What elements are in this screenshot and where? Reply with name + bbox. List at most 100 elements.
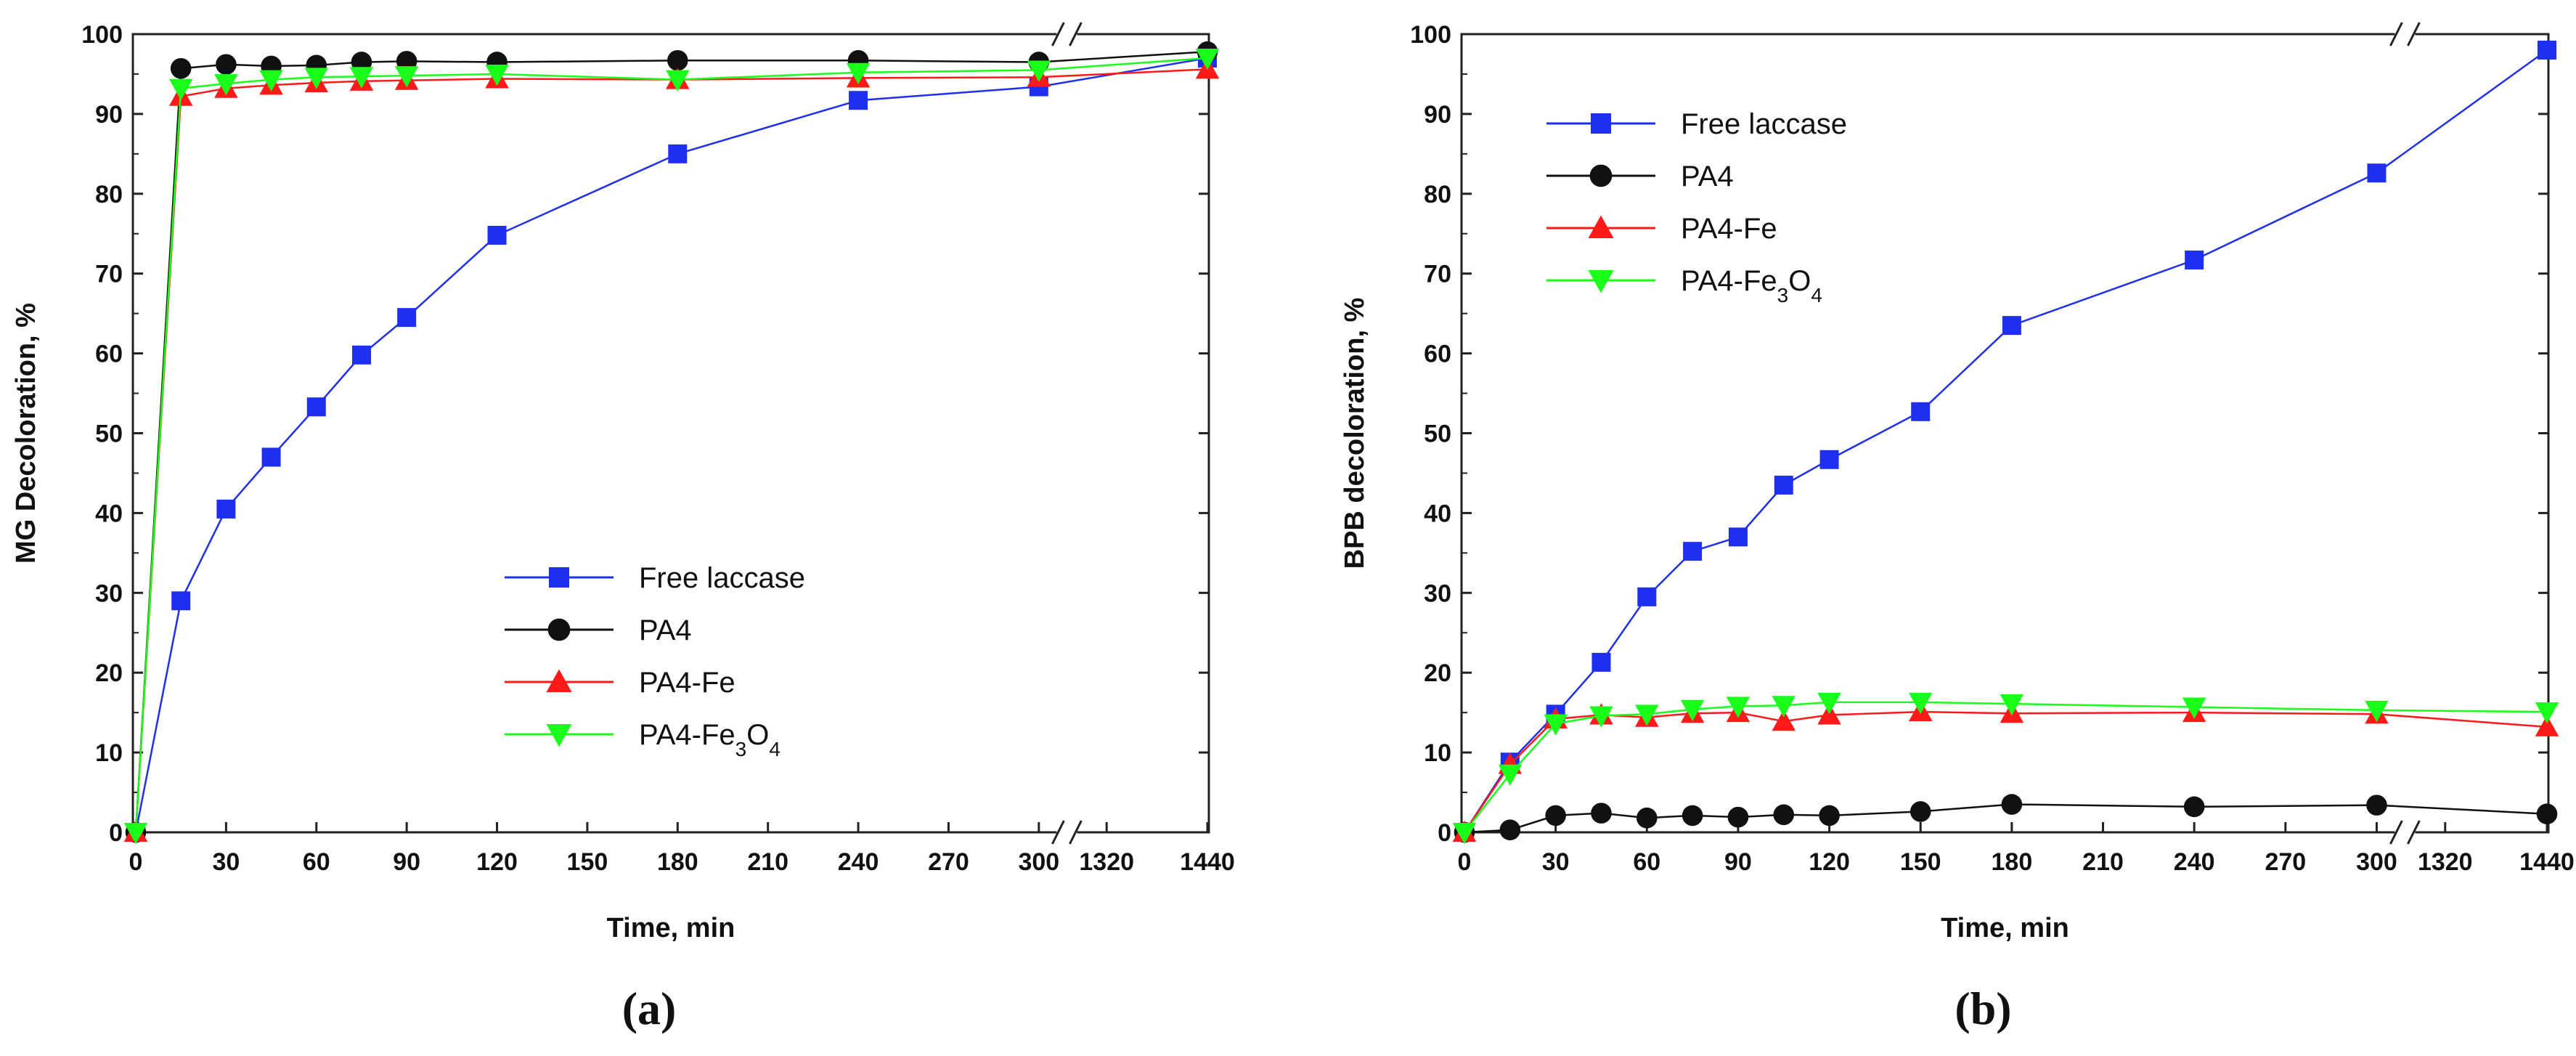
data-point — [1027, 60, 1051, 82]
series-line — [134, 57, 1208, 833]
data-point — [1637, 587, 1657, 606]
data-point — [1909, 801, 1931, 822]
x-tick-label: 1320 — [1079, 848, 1134, 876]
data-point — [1908, 692, 1933, 715]
series-line — [1463, 710, 2548, 833]
axis-break-mark — [2407, 820, 2421, 845]
data-point — [1195, 48, 1220, 70]
data-point — [1636, 807, 1658, 829]
legend-label: PA4 — [639, 614, 692, 646]
legend: Free laccase PA4 PA4-Fe PA4-Fe3O4 — [1546, 108, 1847, 306]
data-point — [1726, 696, 1750, 718]
y-axis-title: MG Decoloration, % — [11, 303, 41, 564]
data-point — [1911, 402, 1931, 421]
x-tick-label: 60 — [1633, 848, 1660, 876]
data-point — [1452, 823, 1477, 845]
x-tick-label: 180 — [657, 848, 698, 876]
x-tick-label: 120 — [1809, 848, 1850, 876]
series-line — [134, 57, 1208, 833]
legend-label: Free laccase — [1681, 108, 1847, 140]
series-line — [1464, 701, 2548, 833]
data-point — [1683, 542, 1703, 561]
x-tick-label: 270 — [2265, 848, 2306, 876]
series-free-laccase — [126, 48, 1217, 842]
legend-marker — [1588, 270, 1614, 293]
axis-break-mark — [1051, 820, 1065, 845]
data-point — [1772, 696, 1796, 718]
y-tick-label: 80 — [95, 181, 123, 208]
axis-break-gap — [1056, 28, 1077, 40]
x-tick-label: 90 — [393, 848, 420, 876]
data-point — [1772, 709, 1796, 731]
y-tick-label: 100 — [1410, 21, 1451, 49]
legend-label: PA4-Fe3O4 — [639, 719, 780, 760]
legend-label: Free laccase — [639, 562, 805, 594]
axis-break-mark — [2389, 22, 2403, 46]
data-point — [2538, 40, 2556, 60]
data-point — [351, 345, 371, 365]
data-point — [170, 57, 192, 79]
data-point — [668, 144, 688, 163]
data-point — [1498, 764, 1523, 787]
x-tick-label: 90 — [1724, 848, 1752, 876]
legend-marker — [547, 618, 571, 641]
x-tick-label: 150 — [1900, 848, 1941, 876]
data-point — [2367, 163, 2387, 183]
x-tick-label: 1320 — [2418, 848, 2473, 876]
x-tick-label: 300 — [2356, 848, 2397, 876]
data-point — [849, 91, 868, 110]
x-axis-title: Time, min — [1941, 913, 2069, 943]
legend-marker — [1591, 113, 1611, 134]
axis-break-gap — [1056, 826, 1077, 838]
data-point — [214, 74, 238, 96]
series-pa4-fe3o4 — [1452, 692, 2559, 845]
y-tick-label: 0 — [1438, 819, 1451, 847]
data-point — [1682, 805, 1703, 826]
y-tick-label: 20 — [1424, 659, 1451, 687]
legend-marker — [1589, 164, 1613, 187]
data-point — [1680, 699, 1705, 722]
legend-marker — [546, 669, 572, 692]
y-tick-label: 30 — [95, 580, 123, 607]
axis-break-gap — [2394, 28, 2416, 40]
x-tick-label: 180 — [1992, 848, 2033, 876]
data-point — [168, 78, 193, 100]
panel-label: (a) — [622, 983, 677, 1034]
axis-break-gap — [2394, 826, 2416, 838]
series-pa4 — [1454, 794, 2558, 843]
x-tick-label: 210 — [2082, 848, 2124, 876]
legend-label: PA4-Fe — [1681, 213, 1777, 245]
data-point — [171, 591, 191, 611]
data-point — [306, 397, 326, 417]
data-point — [2000, 694, 2024, 716]
x-tick-label: 1440 — [2519, 848, 2575, 876]
data-point — [2002, 316, 2021, 336]
y-tick-label: 70 — [95, 261, 123, 288]
data-point — [1499, 819, 1521, 841]
data-point — [397, 308, 417, 328]
legend-label: PA4 — [1681, 161, 1734, 192]
data-point — [261, 447, 281, 467]
chart-panel-a: 0 10 20 30 40 50 60 70 80 90 100 0 30 60 90 120 150 180 21… — [11, 21, 1235, 1034]
data-point — [1591, 652, 1611, 672]
x-tick-label: 240 — [2174, 848, 2215, 876]
y-tick-label: 50 — [95, 421, 123, 448]
data-point — [304, 68, 329, 89]
x-tick-label: 150 — [567, 848, 608, 876]
data-point — [1819, 450, 1839, 469]
data-point — [1591, 803, 1612, 824]
y-tick-label: 40 — [95, 500, 123, 527]
legend: Free laccase PA4 PA4-Fe PA4-Fe3O4 — [505, 562, 805, 760]
data-point — [2001, 794, 2023, 815]
legend-marker — [549, 567, 569, 588]
data-point — [123, 823, 148, 845]
legend-label: PA4-Fe — [639, 667, 735, 699]
data-point — [2535, 702, 2559, 724]
x-tick-label: 30 — [212, 848, 240, 876]
data-point — [2536, 803, 2558, 825]
y-tick-label: 0 — [109, 819, 123, 847]
x-tick-label: 0 — [129, 848, 143, 876]
y-tick-label: 60 — [1424, 341, 1451, 368]
data-point — [2182, 697, 2206, 719]
